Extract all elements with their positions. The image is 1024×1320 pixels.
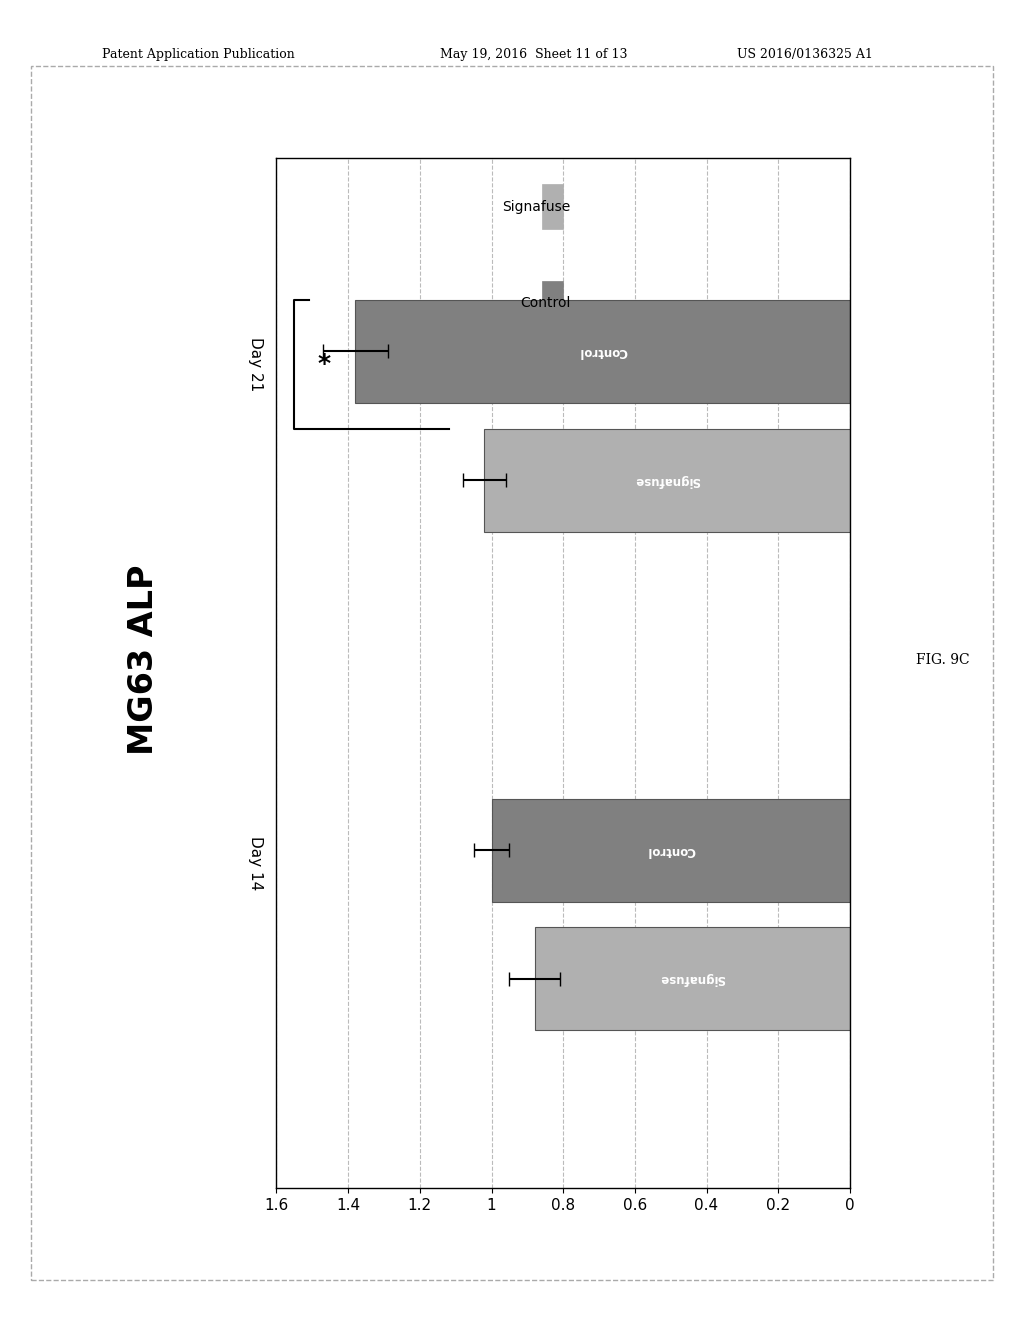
Text: Patent Application Publication: Patent Application Publication: [102, 48, 295, 61]
Text: Control: Control: [579, 345, 627, 358]
Text: Signafuse: Signafuse: [634, 474, 700, 487]
Bar: [542, 281, 563, 326]
Text: Day 21: Day 21: [248, 337, 263, 392]
Text: MG63 ALP: MG63 ALP: [127, 565, 160, 755]
Bar: [535, 928, 850, 1031]
Bar: [542, 183, 563, 230]
Bar: [484, 429, 850, 532]
Text: May 19, 2016  Sheet 11 of 13: May 19, 2016 Sheet 11 of 13: [440, 48, 628, 61]
Text: Day 14: Day 14: [248, 836, 263, 890]
Text: Signafuse: Signafuse: [659, 973, 725, 985]
Text: Control: Control: [520, 296, 570, 310]
Bar: [355, 300, 850, 403]
Text: *: *: [317, 352, 330, 376]
Text: US 2016/0136325 A1: US 2016/0136325 A1: [737, 48, 873, 61]
Bar: [492, 799, 850, 902]
Text: FIG. 9C: FIG. 9C: [916, 653, 970, 667]
Text: Signafuse: Signafuse: [502, 199, 570, 214]
Text: Control: Control: [646, 843, 695, 857]
